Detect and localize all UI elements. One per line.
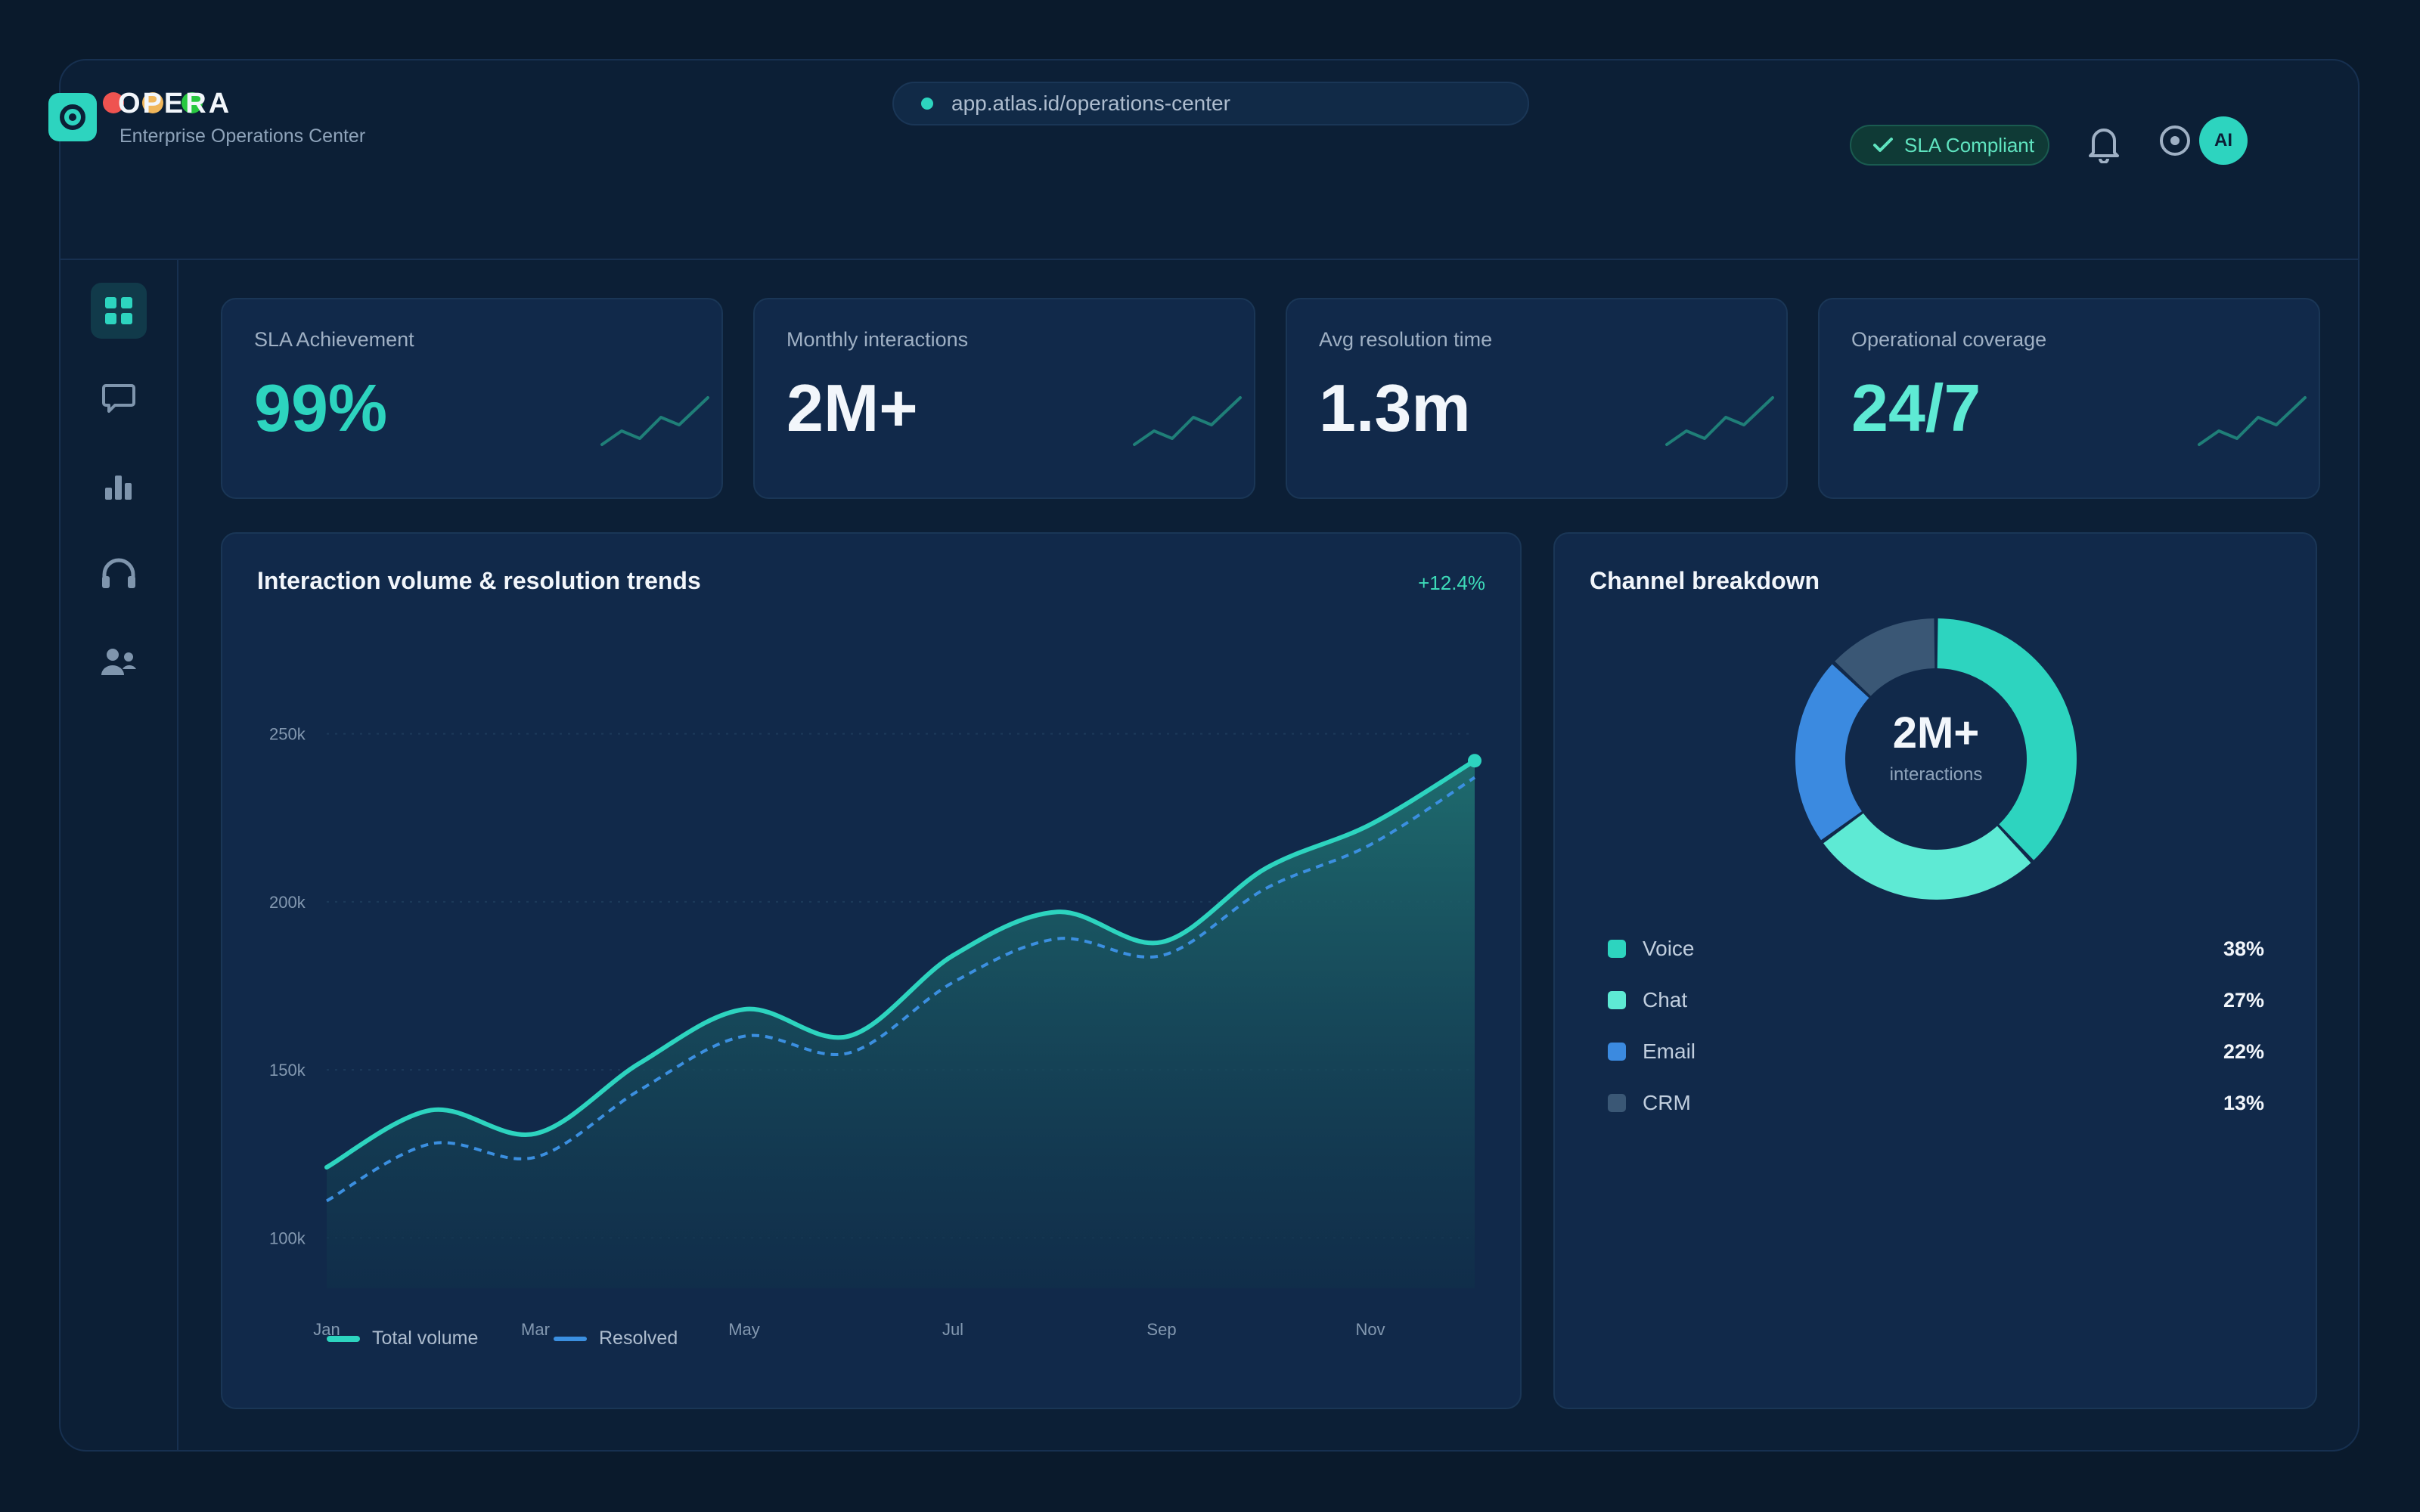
url-text: app.atlas.id/operations-center: [951, 91, 1230, 115]
kpi-label: Monthly interactions: [786, 328, 969, 351]
brand-subtitle: Enterprise Operations Center: [119, 125, 366, 147]
sparkline-icon: [600, 396, 709, 446]
y-tick-label: 150k: [269, 1061, 306, 1080]
grid-icon: [105, 297, 132, 324]
headset-icon: [102, 558, 135, 588]
sparkline-icon: [1665, 396, 1774, 446]
team-icon: [101, 649, 136, 675]
x-tick-label: Nov: [1355, 1320, 1385, 1339]
x-tick-label: Jul: [942, 1320, 963, 1339]
notifications-button[interactable]: [2081, 121, 2127, 166]
header-divider: [59, 259, 2360, 260]
kpi-card: SLA Achievement 99%: [221, 298, 723, 499]
sidebar: [59, 260, 178, 1452]
y-tick-label: 250k: [269, 725, 306, 744]
donut-center-value: 2M+: [1892, 708, 1980, 758]
legend-resolved[interactable]: Resolved: [554, 1328, 678, 1349]
kpi-label: Operational coverage: [1851, 328, 2047, 351]
total-volume-area: [327, 761, 1475, 1288]
channel-donut-chart: [1795, 618, 2077, 900]
sparkline-icon: [2198, 396, 2307, 446]
legend-resolved-swatch: [554, 1336, 587, 1341]
kpi-card: Monthly interactions 2M+: [753, 298, 1255, 499]
channel-name: Voice: [1643, 937, 1695, 960]
sidebar-item-messages[interactable]: [91, 370, 147, 426]
address-bar[interactable]: app.atlas.id/operations-center: [892, 82, 1529, 125]
donut-slice-crm[interactable]: [1835, 618, 1935, 696]
sparkline-icon: [1133, 396, 1242, 446]
resolved-line: [326, 776, 1476, 1203]
bell-icon: [2089, 129, 2119, 163]
sidebar-item-dashboard[interactable]: [91, 283, 147, 339]
legend-resolved-label: Resolved: [599, 1328, 678, 1349]
titlebar: app.atlas.id/operations-center: [60, 60, 2358, 144]
channel-breakdown-panel: Channel breakdown: [1553, 532, 2317, 1409]
channel-breakdown-title: Channel breakdown: [1590, 567, 1820, 594]
kpi-card: Avg resolution time 1.3m: [1286, 298, 1788, 499]
kpi-card: Operational coverage 24/7: [1818, 298, 2320, 499]
kpi-value: 99%: [254, 370, 388, 445]
target-icon: [2160, 125, 2190, 156]
trend-chart-title: Interaction volume & resolution trends: [257, 567, 701, 594]
kpi-value: 1.3m: [1319, 370, 1471, 445]
chat-icon: [102, 384, 135, 413]
x-tick-label: Sep: [1146, 1320, 1176, 1339]
total-volume-point: [1468, 754, 1481, 768]
kpi-label: Avg resolution time: [1319, 328, 1493, 351]
channel-row-voice[interactable]: Voice 38%: [1608, 930, 2264, 968]
secure-dot-icon: [921, 98, 933, 110]
channel-swatch: [1608, 991, 1626, 1009]
sidebar-item-analytics[interactable]: [91, 458, 147, 514]
channel-name: Email: [1643, 1040, 1696, 1063]
opera-logo-icon: [48, 93, 97, 141]
donut-slice-voice[interactable]: [1937, 618, 2077, 860]
sla-status-badge: SLA Compliant: [1850, 125, 2049, 166]
channel-name: Chat: [1643, 988, 1688, 1012]
total-volume-line: [324, 758, 1477, 1170]
sidebar-item-support[interactable]: [91, 546, 147, 602]
bar-chart-icon: [105, 476, 132, 500]
channel-row-crm[interactable]: CRM 13%: [1608, 1084, 2264, 1122]
channel-row-chat[interactable]: Chat 27%: [1608, 981, 2264, 1019]
channel-name: CRM: [1643, 1091, 1691, 1114]
channel-row-email[interactable]: Email 22%: [1608, 1033, 2264, 1070]
channel-percent: 13%: [2223, 1091, 2264, 1114]
status-toggle-button[interactable]: [2152, 118, 2198, 163]
channel-swatch: [1608, 1043, 1626, 1061]
channel-swatch: [1608, 940, 1626, 958]
check-icon: [1873, 138, 1893, 152]
brand-name: OPERA: [118, 88, 232, 119]
kpi-value: 2M+: [786, 370, 918, 445]
y-tick-label: 200k: [269, 893, 306, 912]
donut-center: 2M+ interactions: [1838, 708, 2034, 785]
donut-center-label: interactions: [1889, 764, 1983, 785]
channel-percent: 22%: [2223, 1040, 2264, 1063]
trend-change-badge: +12.4%: [1418, 572, 1485, 594]
channel-swatch: [1608, 1094, 1626, 1112]
donut-slice-email[interactable]: [1795, 664, 1869, 841]
x-tick-label: Mar: [521, 1320, 550, 1339]
legend-total-volume-swatch: [327, 1335, 360, 1342]
user-avatar[interactable]: AI: [2199, 116, 2248, 165]
y-tick-label: 100k: [269, 1228, 306, 1247]
legend-total-volume[interactable]: Total volume: [327, 1328, 478, 1349]
sidebar-item-team[interactable]: [91, 634, 147, 689]
channel-percent: 38%: [2223, 937, 2264, 960]
donut-slice-chat[interactable]: [1823, 813, 2031, 900]
x-tick-label: May: [728, 1320, 760, 1339]
close-window-button[interactable]: [103, 92, 124, 113]
legend-total-volume-label: Total volume: [372, 1328, 479, 1349]
minimize-window-button[interactable]: [142, 92, 163, 113]
kpi-label: SLA Achievement: [254, 328, 414, 351]
kpi-value: 24/7: [1851, 370, 1981, 445]
sla-badge-label: SLA Compliant: [1904, 133, 2034, 156]
maximize-window-button[interactable]: [182, 92, 203, 113]
channel-percent: 27%: [2223, 988, 2264, 1012]
